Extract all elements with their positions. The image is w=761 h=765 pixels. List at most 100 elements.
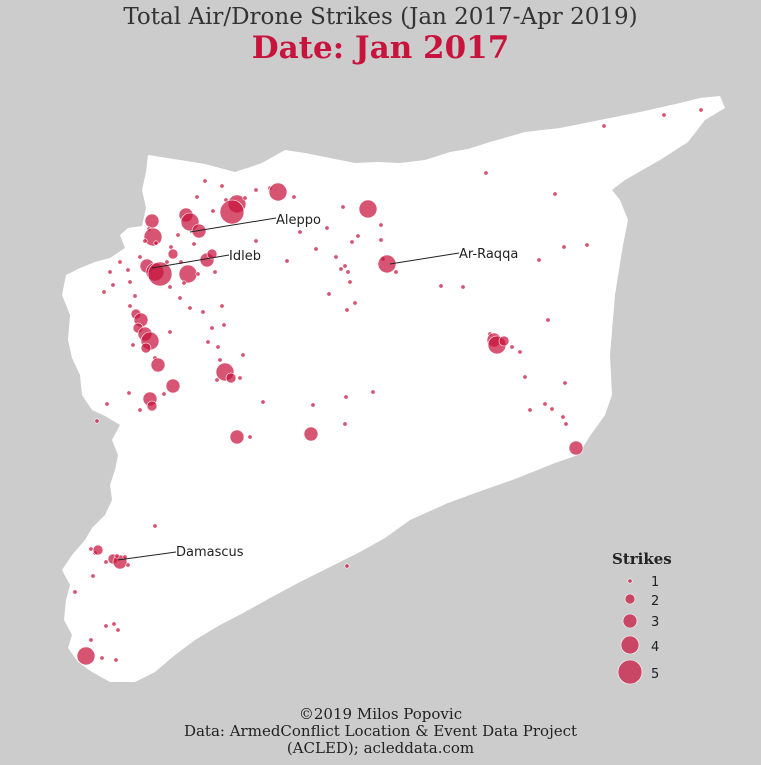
strike-marker bbox=[181, 280, 187, 286]
strike-marker bbox=[191, 241, 197, 247]
strike-marker bbox=[247, 434, 253, 440]
credit-source-url: (ACLED); acleddata.com bbox=[286, 739, 475, 757]
strike-marker bbox=[562, 380, 568, 386]
chart-title: Total Air/Drone Strikes (Jan 2017-Apr 20… bbox=[123, 4, 638, 30]
strike-marker bbox=[140, 342, 152, 354]
strike-marker bbox=[661, 112, 667, 118]
strike-marker bbox=[253, 187, 259, 193]
strike-marker bbox=[175, 232, 181, 238]
strike-marker bbox=[72, 589, 78, 595]
strike-marker bbox=[111, 621, 117, 627]
strike-marker bbox=[152, 523, 158, 529]
credit-source: Data: ArmedConflict Location & Event Dat… bbox=[183, 722, 578, 740]
strike-marker bbox=[326, 291, 332, 297]
strike-marker bbox=[568, 440, 584, 456]
strike-marker bbox=[150, 357, 166, 373]
strike-marker bbox=[358, 199, 378, 219]
strike-marker bbox=[338, 266, 344, 272]
strike-marker bbox=[206, 248, 218, 260]
strike-marker bbox=[698, 107, 704, 113]
strike-marker bbox=[167, 284, 173, 290]
strike-marker bbox=[115, 627, 121, 633]
strike-marker bbox=[88, 637, 94, 643]
city-label-damascus: Damascus bbox=[176, 545, 244, 560]
strike-marker bbox=[393, 269, 399, 275]
strike-marker bbox=[126, 390, 132, 396]
strike-marker bbox=[343, 394, 349, 400]
strike-marker bbox=[527, 407, 533, 413]
strike-marker bbox=[92, 544, 104, 556]
strike-marker bbox=[177, 295, 183, 301]
strike-marker bbox=[195, 271, 201, 277]
strike-marker bbox=[217, 357, 223, 363]
legend-label-4: 4 bbox=[651, 640, 660, 655]
strike-marker bbox=[601, 123, 607, 129]
strike-marker bbox=[144, 213, 160, 229]
strike-marker bbox=[460, 284, 466, 290]
strike-marker bbox=[142, 238, 148, 244]
strike-marker bbox=[219, 199, 245, 225]
damascus-leader-line bbox=[117, 551, 177, 561]
strike-marker bbox=[125, 267, 131, 273]
strike-marker bbox=[297, 229, 303, 235]
legend-symbols bbox=[617, 578, 643, 685]
strike-marker bbox=[509, 344, 515, 350]
strike-marker bbox=[194, 194, 200, 200]
strike-marker bbox=[164, 259, 170, 265]
strike-marker bbox=[284, 258, 290, 264]
strike-marker bbox=[498, 335, 510, 347]
legend-symbol-1 bbox=[627, 578, 633, 584]
strike-marker bbox=[219, 183, 225, 189]
strike-marker bbox=[268, 182, 288, 202]
city-label-raqqa: Ar-Raqqa bbox=[459, 247, 518, 262]
strike-marker bbox=[187, 305, 193, 311]
idleb-leader-line bbox=[151, 254, 230, 269]
strike-marker bbox=[101, 289, 107, 295]
credit-author: ©2019 Milos Popovic bbox=[298, 705, 463, 723]
strike-marker bbox=[552, 191, 558, 197]
legend-symbol-2 bbox=[624, 593, 636, 605]
strike-marker bbox=[137, 254, 143, 260]
strike-marker bbox=[161, 391, 167, 397]
strike-marker bbox=[584, 242, 590, 248]
strike-marker bbox=[103, 623, 109, 629]
strike-marker bbox=[229, 429, 245, 445]
syria-land bbox=[62, 96, 725, 682]
strike-marker bbox=[88, 546, 94, 552]
strike-marker bbox=[344, 563, 350, 569]
strike-marker bbox=[545, 317, 551, 323]
strike-marker bbox=[313, 246, 319, 252]
strike-marker bbox=[560, 414, 566, 420]
strike-marker bbox=[90, 573, 96, 579]
strike-marker bbox=[125, 562, 131, 568]
legend-label-2: 2 bbox=[651, 594, 660, 609]
strike-marker bbox=[76, 646, 96, 666]
strike-marker bbox=[240, 352, 246, 358]
strike-marker bbox=[127, 303, 133, 309]
legend-label-5: 5 bbox=[651, 667, 660, 682]
strike-marker bbox=[378, 222, 384, 228]
strike-marker bbox=[110, 282, 116, 288]
strike-marker bbox=[324, 225, 330, 231]
strike-marker bbox=[167, 329, 173, 335]
strike-marker bbox=[165, 378, 181, 394]
strike-marker bbox=[438, 283, 444, 289]
strike-marker bbox=[132, 293, 138, 299]
strike-marker bbox=[310, 402, 316, 408]
strike-marker bbox=[209, 325, 215, 331]
strike-marker bbox=[137, 407, 143, 413]
strike-marker bbox=[214, 377, 220, 383]
legend-symbol-5 bbox=[617, 659, 643, 685]
strike-marker bbox=[549, 406, 555, 412]
city-label-aleppo: Aleppo bbox=[276, 213, 321, 228]
strike-marker bbox=[483, 170, 489, 176]
strike-marker bbox=[113, 657, 119, 663]
strike-marker bbox=[291, 194, 297, 200]
strike-marker bbox=[215, 344, 221, 350]
strike-marker bbox=[536, 257, 542, 263]
strike-marker bbox=[153, 240, 159, 246]
strike-marker bbox=[212, 269, 218, 275]
strike-marker bbox=[117, 259, 123, 265]
strike-marker bbox=[542, 401, 548, 407]
